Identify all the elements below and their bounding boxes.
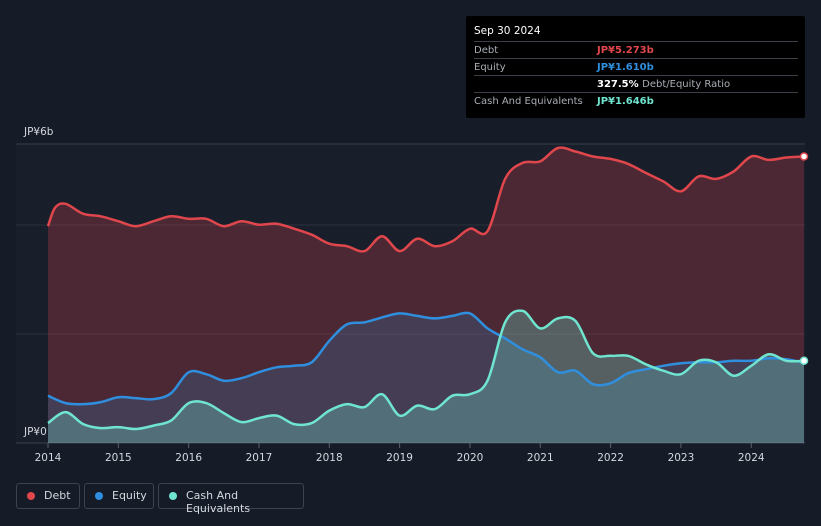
tooltip-equity-label: Equity bbox=[474, 62, 506, 73]
cash-and-equivalents-end-marker bbox=[799, 356, 809, 366]
cash-and-equivalents-area bbox=[48, 310, 804, 443]
tooltip-ratio-label: Debt/Equity Ratio bbox=[642, 79, 731, 90]
legend-cash[interactable]: Cash And Equivalents bbox=[158, 483, 304, 515]
x-tick-label: 2022 bbox=[597, 452, 624, 464]
legend-debt-label: Debt bbox=[44, 489, 71, 502]
x-tick-label: 2023 bbox=[668, 452, 695, 464]
debt-end-marker bbox=[799, 152, 809, 161]
x-tick-label: 2017 bbox=[246, 452, 273, 464]
tooltip-debt-label: Debt bbox=[474, 45, 499, 56]
plot-background bbox=[16, 144, 805, 443]
legend-cash-label: Cash And Equivalents bbox=[186, 489, 251, 515]
tooltip-ratio: 327.5% Debt/Equity Ratio bbox=[597, 79, 730, 90]
x-tick-label: 2016 bbox=[175, 452, 202, 464]
tooltip-equity-value: JP¥1.610b bbox=[597, 62, 654, 73]
tooltip-cash-label: Cash And Equivalents bbox=[474, 96, 583, 107]
tooltip-ratio-value: 327.5% bbox=[597, 79, 639, 90]
equity-area bbox=[48, 312, 804, 443]
x-tick-label: 2015 bbox=[105, 452, 132, 464]
debt-area bbox=[48, 147, 804, 443]
x-tick-label: 2021 bbox=[527, 452, 554, 464]
debt-line bbox=[46, 146, 805, 253]
x-tick-label: 2014 bbox=[35, 452, 62, 464]
equity-line bbox=[47, 311, 805, 406]
legend-equity-label: Equity bbox=[112, 489, 147, 502]
tooltip-debt-row: Debt JP¥5.273b bbox=[474, 41, 798, 59]
equity-dot-icon bbox=[95, 492, 103, 500]
debt-dot-icon bbox=[27, 492, 35, 500]
tooltip-equity-row: Equity JP¥1.610b bbox=[474, 58, 798, 76]
tooltip-cash-row: Cash And Equivalents JP¥1.646b bbox=[474, 92, 798, 110]
x-tick-label: 2024 bbox=[738, 452, 765, 464]
y-tick-label-min: JP¥0 bbox=[23, 426, 47, 438]
y-tick-label-max: JP¥6b bbox=[23, 126, 54, 138]
tooltip-date: Sep 30 2024 bbox=[474, 25, 541, 37]
data-tooltip: Sep 30 2024 Debt JP¥5.273b Equity JP¥1.6… bbox=[466, 16, 805, 118]
x-tick-label: 2018 bbox=[316, 452, 343, 464]
x-tick-label: 2020 bbox=[457, 452, 484, 464]
tooltip-ratio-row: 327.5% Debt/Equity Ratio bbox=[474, 75, 798, 93]
x-tick-label: 2019 bbox=[386, 452, 413, 464]
cash-and-equivalents-line bbox=[47, 309, 805, 431]
cash-dot-icon bbox=[169, 492, 177, 500]
legend-equity[interactable]: Equity bbox=[84, 483, 154, 509]
tooltip-cash-value: JP¥1.646b bbox=[597, 96, 654, 107]
tooltip-debt-value: JP¥5.273b bbox=[597, 45, 654, 56]
legend-debt[interactable]: Debt bbox=[16, 483, 80, 509]
